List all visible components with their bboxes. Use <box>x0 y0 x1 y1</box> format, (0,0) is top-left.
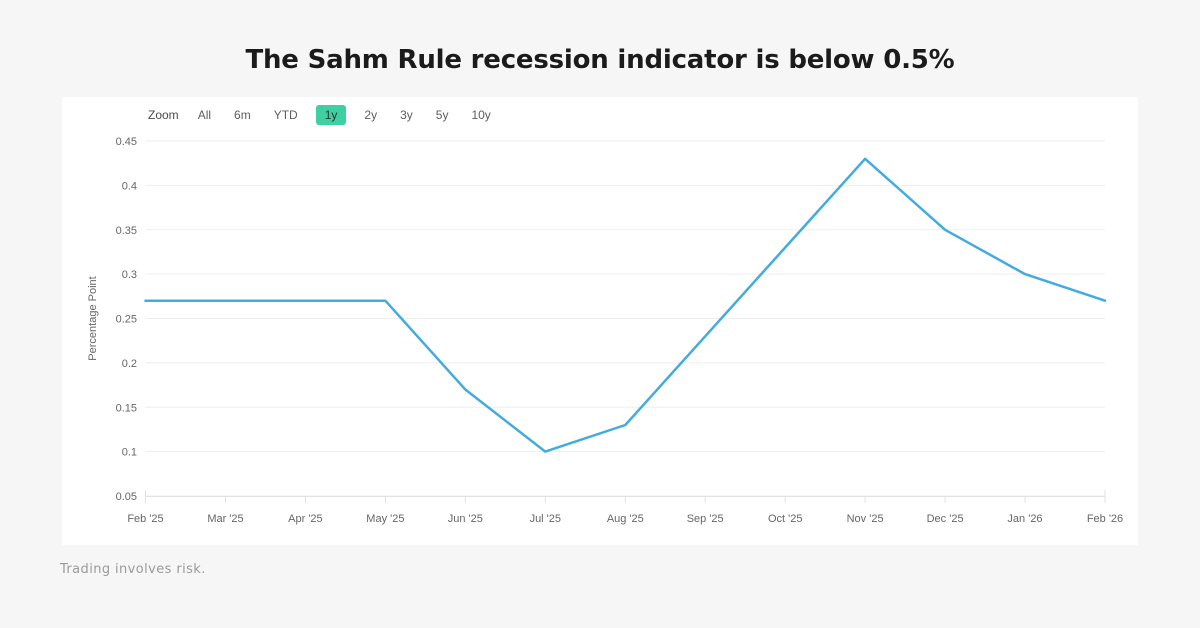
y-tick-label: 0.45 <box>116 136 137 148</box>
y-tick-label: 0.4 <box>122 180 137 192</box>
zoom-button-2y[interactable]: 2y <box>364 108 378 122</box>
y-tick-label: 0.2 <box>122 358 137 370</box>
zoom-button-10y[interactable]: 10y <box>471 108 491 122</box>
y-tick-label: 0.35 <box>116 225 137 237</box>
x-tick-label: Mar '25 <box>207 513 243 525</box>
page-title: The Sahm Rule recession indicator is bel… <box>245 45 955 75</box>
y-tick-label: 0.25 <box>116 314 137 326</box>
footer-disclaimer: Trading involves risk. <box>60 562 206 577</box>
x-tick-label: Apr '25 <box>288 513 323 525</box>
y-tick-label: 0.1 <box>122 447 137 459</box>
x-tick-label: Nov '25 <box>847 513 884 525</box>
x-tick-label: Dec '25 <box>927 513 964 525</box>
x-tick-label: Feb '25 <box>127 513 163 525</box>
y-tick-label: 0.3 <box>122 269 137 281</box>
x-tick-label: May '25 <box>366 513 404 525</box>
zoom-toolbar: Zoom All 6m YTD 1y 2y 3y 5y 10y <box>148 105 496 125</box>
zoom-button-3y[interactable]: 3y <box>400 108 413 122</box>
zoom-button-1y[interactable]: 1y <box>315 105 347 125</box>
chart-card: Zoom All 6m YTD 1y 2y 3y 5y 10y 0.05 0.1 0.15 0.2 0… <box>62 97 1138 545</box>
x-tick-label: Jan '26 <box>1007 513 1042 525</box>
zoom-button-all[interactable]: All <box>197 108 212 122</box>
y-tick-label: 0.05 <box>116 491 137 503</box>
y-axis-title: Percentage Point <box>87 276 99 360</box>
series-line <box>144 157 1107 453</box>
x-tick-label: Jun '25 <box>448 513 483 525</box>
zoom-button-5y[interactable]: 5y <box>435 108 449 122</box>
zoom-toolbar-label: Zoom <box>148 108 179 122</box>
zoom-button-ytd[interactable]: YTD <box>273 108 298 122</box>
x-tick-label: Jul '25 <box>530 513 561 525</box>
x-tick-label: Oct '25 <box>768 513 803 525</box>
x-tick-label: Sep '25 <box>687 513 724 525</box>
chart-canvas: 0.05 0.1 0.15 0.2 0.25 0.3 0.35 0.4 0.45 Feb '25 M… <box>87 136 1123 525</box>
y-tick-label: 0.15 <box>116 402 137 414</box>
x-tick-label: Feb '26 <box>1087 513 1123 525</box>
zoom-button-6m[interactable]: 6m <box>234 108 251 122</box>
x-tick-label: Aug '25 <box>607 513 644 525</box>
